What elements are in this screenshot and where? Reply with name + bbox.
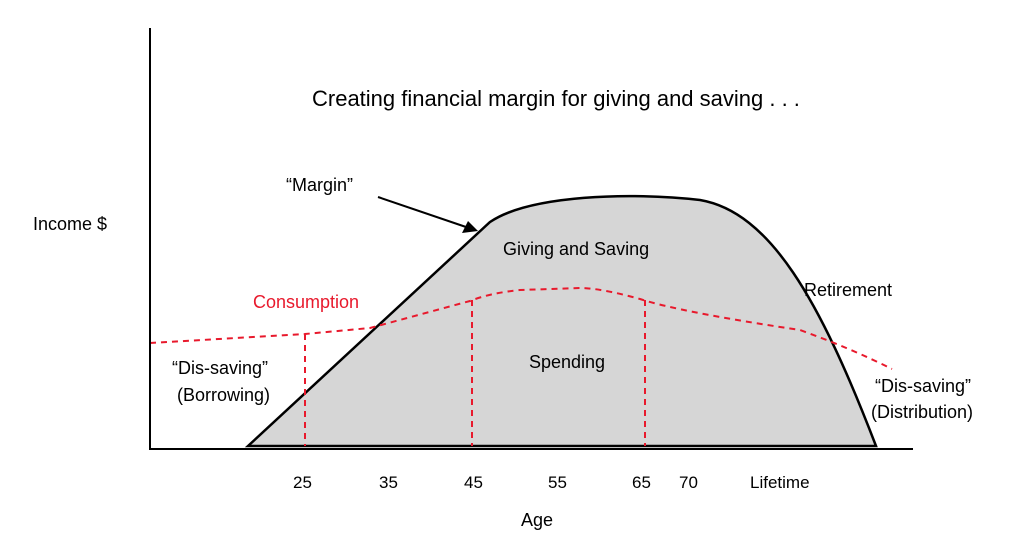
dissaving-distribution-line1: “Dis-saving” — [875, 376, 971, 396]
x-tick-lifetime: Lifetime — [750, 473, 810, 492]
x-tick-65: 65 — [632, 473, 651, 492]
x-tick-70: 70 — [679, 473, 698, 492]
x-tick-45: 45 — [464, 473, 483, 492]
x-tick-35: 35 — [379, 473, 398, 492]
x-tick-55: 55 — [548, 473, 567, 492]
margin-arrowhead — [462, 221, 478, 233]
dissaving-distribution-line2: (Distribution) — [871, 402, 973, 422]
margin-label: “Margin” — [286, 175, 353, 195]
giving-saving-label: Giving and Saving — [503, 239, 649, 259]
consumption-label: Consumption — [253, 292, 359, 312]
x-tick-25: 25 — [293, 473, 312, 492]
dissaving-borrowing-line1: “Dis-saving” — [172, 358, 268, 378]
dissaving-borrowing-line2: (Borrowing) — [177, 385, 270, 405]
consumption-curve — [149, 286, 893, 370]
diagram-title: Creating financial margin for giving and… — [312, 86, 800, 111]
x-axis-label: Age — [521, 510, 553, 530]
spending-label: Spending — [529, 352, 605, 372]
retirement-label: Retirement — [804, 280, 892, 300]
income-curve-area — [244, 194, 878, 448]
y-axis-label: Income $ — [33, 214, 107, 234]
margin-arrow — [377, 196, 467, 228]
